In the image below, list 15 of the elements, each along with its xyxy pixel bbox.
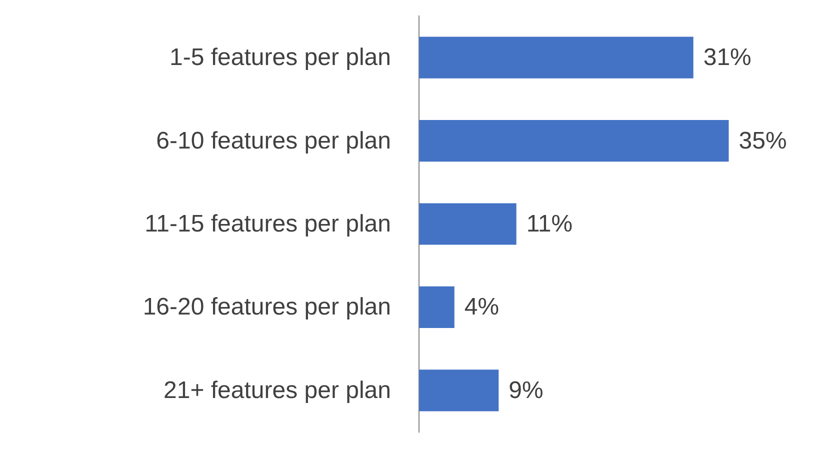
data-label: 11% (526, 210, 573, 238)
y-tick-label: 11-15 features per plan (144, 210, 391, 238)
y-tick-label: 16-20 features per plan (142, 294, 391, 321)
y-tick-label: 6-10 features per plan (156, 127, 391, 154)
bar (419, 370, 499, 412)
data-label: 9% (508, 376, 544, 404)
bar (419, 36, 694, 78)
data-label: 31% (703, 44, 752, 72)
y-tick-label: 1-5 features per plan (170, 44, 391, 72)
bar (419, 286, 454, 328)
bar (419, 120, 729, 162)
bar (419, 203, 516, 245)
data-label: 4% (464, 294, 500, 321)
data-label: 35% (738, 127, 787, 154)
y-tick-label: 21+ features per plan (164, 376, 391, 404)
